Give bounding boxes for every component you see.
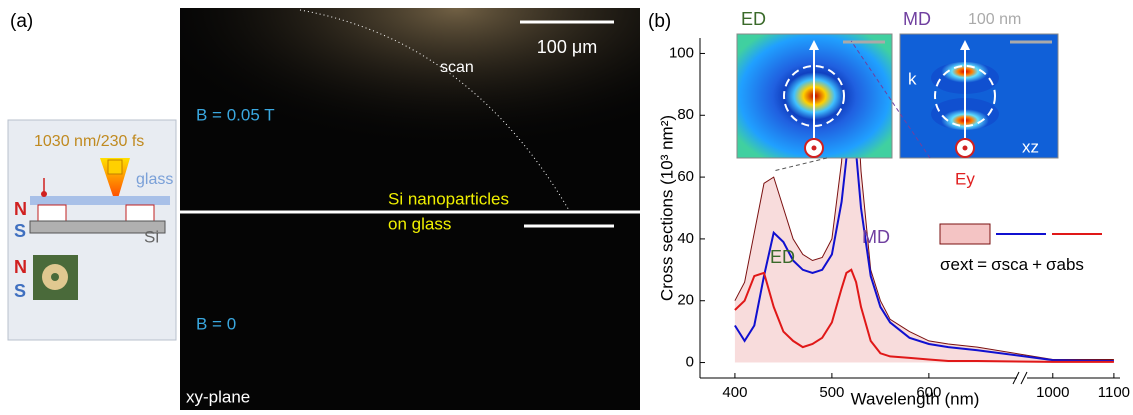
x-axis-title: Wavelength (nm): [851, 389, 980, 408]
particle-outline: [934, 65, 996, 127]
x-tick-label: 600: [916, 384, 941, 401]
magnet-hole: [51, 273, 59, 281]
y-tick-label: 100: [669, 44, 694, 61]
annotation: MD: [903, 9, 931, 29]
x-tick-label: 500: [819, 384, 844, 401]
magnet: [125, 204, 155, 222]
legend-entry: +: [1032, 255, 1042, 274]
inset-md: [899, 33, 1059, 159]
plane-label: xy-plane: [186, 387, 250, 406]
pole-n: N: [14, 199, 27, 219]
y-tick-label: 80: [677, 106, 694, 123]
annotation: Ey: [955, 169, 975, 188]
area: [734, 47, 1114, 363]
annotation: MD: [862, 227, 890, 247]
k-head: [809, 40, 819, 50]
line: [734, 268, 1114, 363]
pole-s: S: [14, 281, 26, 301]
scale-label: 100 μm: [537, 37, 597, 57]
substrate-label: Si: [144, 227, 159, 246]
micrograph-glow: [180, 8, 640, 212]
panel-label: (b): [648, 11, 671, 32]
field-label: B = 0: [196, 314, 236, 333]
pointer: [773, 157, 828, 172]
y-axis-title: Cross sections (10³ nm²): [657, 115, 676, 301]
scan-path: [299, 9, 571, 213]
x-tick-label: 400: [722, 384, 747, 401]
annotation: xz: [1022, 137, 1039, 156]
sample-label: Si nanoparticles: [388, 189, 509, 208]
annotation: ED: [741, 9, 766, 29]
magnet: [37, 204, 67, 222]
panel-label: (a): [10, 11, 33, 32]
glass: [30, 196, 170, 205]
y-tick-label: 40: [677, 230, 694, 247]
glass-label: glass: [136, 171, 173, 188]
y-tick-label: 60: [677, 168, 694, 185]
x-tick-label: 1000: [1036, 384, 1069, 401]
legend-swatch: [939, 223, 991, 245]
legend-formula: σext = σsca + σabs: [940, 255, 1084, 274]
legend-entry: σabs: [1046, 255, 1084, 274]
legend-entry: σext: [940, 255, 973, 274]
e-field-dot: [962, 145, 968, 151]
particle-outline: [783, 65, 845, 127]
legend-entry: =: [977, 255, 987, 274]
laser-arrow: [107, 159, 123, 175]
scan-label: scan: [440, 59, 474, 76]
pole-s: S: [14, 221, 26, 241]
sample-label: on glass: [388, 214, 451, 233]
annotation: k: [908, 69, 917, 88]
legend-entry: σsca: [991, 255, 1028, 274]
axis-break: [1012, 371, 1028, 385]
substrate: [29, 220, 166, 234]
k-head: [960, 40, 970, 50]
annotation: ED: [770, 247, 795, 267]
field-label: B = 0.05 T: [196, 105, 275, 124]
e-field-dot: [811, 145, 817, 151]
y-tick-label: 20: [677, 292, 694, 309]
pointer: [850, 40, 931, 159]
laser-label: 1030 nm/230 fs: [34, 133, 144, 150]
pole-n: N: [14, 257, 27, 277]
x-tick-label: 1100: [1098, 384, 1130, 401]
y-tick-label: 0: [686, 354, 694, 371]
field-dot: [41, 191, 47, 197]
annotation: 100 nm: [968, 11, 1021, 28]
